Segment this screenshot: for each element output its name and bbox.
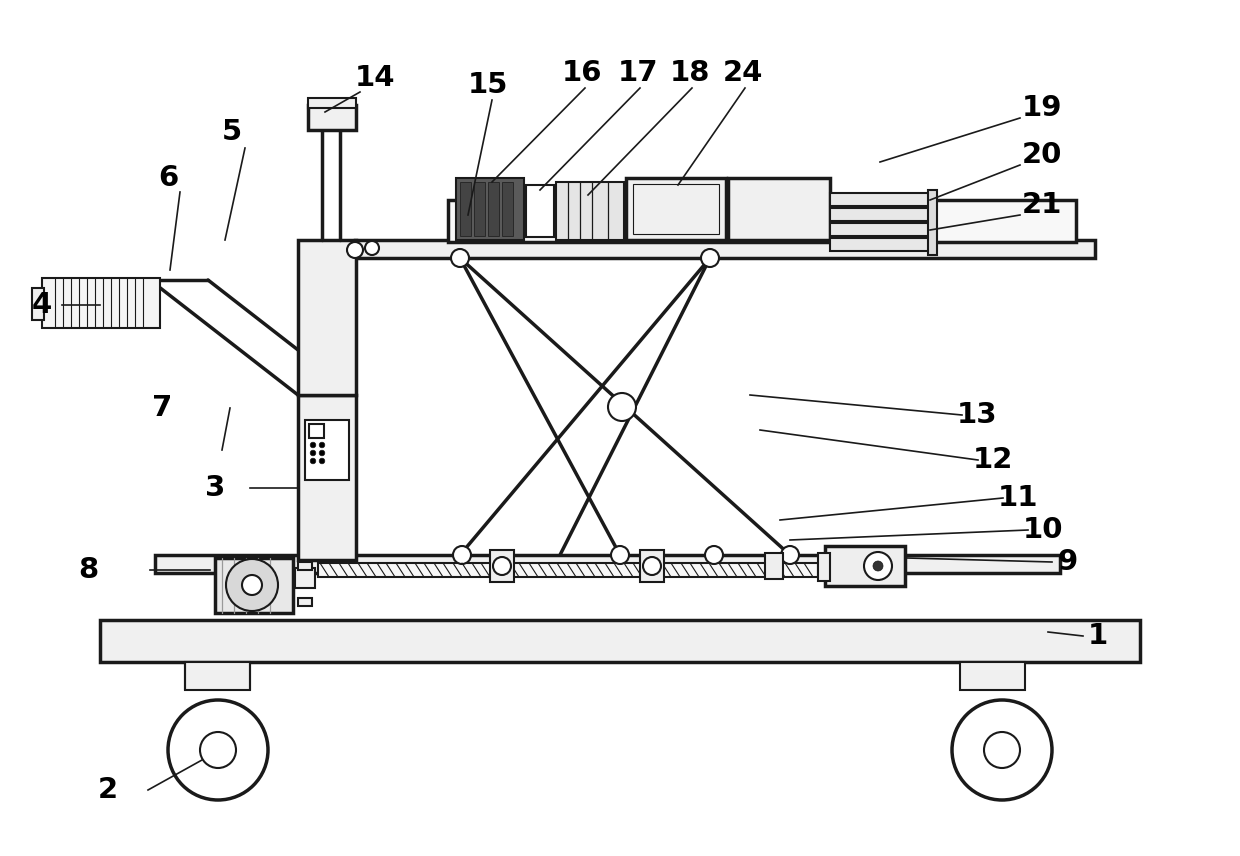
Text: 24: 24 (723, 59, 763, 87)
Circle shape (873, 561, 883, 571)
Bar (298, 240, 356, 395)
Bar (305, 420, 348, 480)
Text: 4: 4 (32, 291, 52, 319)
Circle shape (319, 458, 325, 464)
Bar (460, 182, 471, 236)
Text: 19: 19 (1022, 94, 1063, 122)
Circle shape (200, 732, 236, 768)
Bar (298, 562, 312, 570)
Bar (556, 182, 624, 240)
Circle shape (319, 443, 325, 448)
Bar (355, 240, 1095, 258)
Bar (502, 182, 513, 236)
Text: 18: 18 (670, 59, 711, 87)
Text: 10: 10 (1023, 516, 1063, 544)
Bar (960, 662, 1025, 690)
Bar (474, 182, 485, 236)
Bar (526, 185, 554, 237)
Circle shape (310, 443, 316, 448)
Text: 11: 11 (998, 484, 1038, 512)
Circle shape (701, 249, 719, 267)
Bar (32, 288, 43, 320)
Bar (295, 568, 315, 588)
Bar (42, 278, 160, 328)
Bar (818, 553, 830, 581)
Text: 7: 7 (151, 394, 172, 422)
Bar (830, 208, 930, 221)
Text: 2: 2 (98, 776, 118, 804)
Circle shape (451, 249, 469, 267)
Bar (298, 598, 312, 606)
Circle shape (952, 700, 1052, 800)
Bar (155, 555, 1060, 573)
Circle shape (494, 557, 511, 575)
Bar (830, 238, 930, 251)
Text: 13: 13 (957, 401, 997, 429)
Circle shape (365, 241, 379, 255)
Bar (640, 550, 663, 582)
Text: 9: 9 (1058, 548, 1078, 576)
Circle shape (864, 552, 892, 580)
Bar (928, 190, 937, 255)
Bar (728, 178, 830, 240)
Circle shape (319, 450, 325, 455)
Bar (308, 98, 356, 108)
Circle shape (242, 575, 262, 595)
Bar (308, 105, 356, 130)
Bar (765, 553, 782, 579)
Text: 21: 21 (1022, 191, 1063, 219)
Text: 20: 20 (1022, 141, 1063, 169)
Bar (215, 558, 293, 613)
Bar (830, 223, 930, 236)
Circle shape (781, 546, 799, 564)
Bar (309, 424, 324, 438)
Circle shape (985, 732, 1021, 768)
Text: 6: 6 (157, 164, 179, 192)
Bar (317, 563, 818, 577)
Bar (632, 184, 719, 234)
Bar (298, 395, 356, 560)
Circle shape (453, 546, 471, 564)
Circle shape (608, 393, 636, 421)
Text: 15: 15 (467, 71, 508, 99)
Text: 1: 1 (1087, 622, 1109, 650)
Bar (626, 178, 725, 240)
Text: 14: 14 (355, 64, 396, 92)
Bar (489, 182, 498, 236)
Bar (490, 550, 515, 582)
Bar (100, 620, 1140, 662)
Text: 5: 5 (222, 118, 242, 146)
Bar (830, 193, 930, 206)
Bar (825, 546, 905, 586)
Bar (448, 200, 1076, 242)
Bar (185, 662, 250, 690)
Circle shape (310, 458, 316, 464)
Circle shape (167, 700, 268, 800)
Circle shape (644, 557, 661, 575)
Text: 17: 17 (618, 59, 658, 87)
Text: 3: 3 (205, 474, 226, 502)
Circle shape (611, 546, 629, 564)
Text: 8: 8 (78, 556, 98, 584)
Bar (456, 178, 525, 240)
Circle shape (706, 546, 723, 564)
Circle shape (310, 450, 316, 455)
Circle shape (226, 559, 278, 611)
Text: 12: 12 (973, 446, 1013, 474)
Text: 16: 16 (562, 59, 603, 87)
Circle shape (347, 242, 363, 258)
